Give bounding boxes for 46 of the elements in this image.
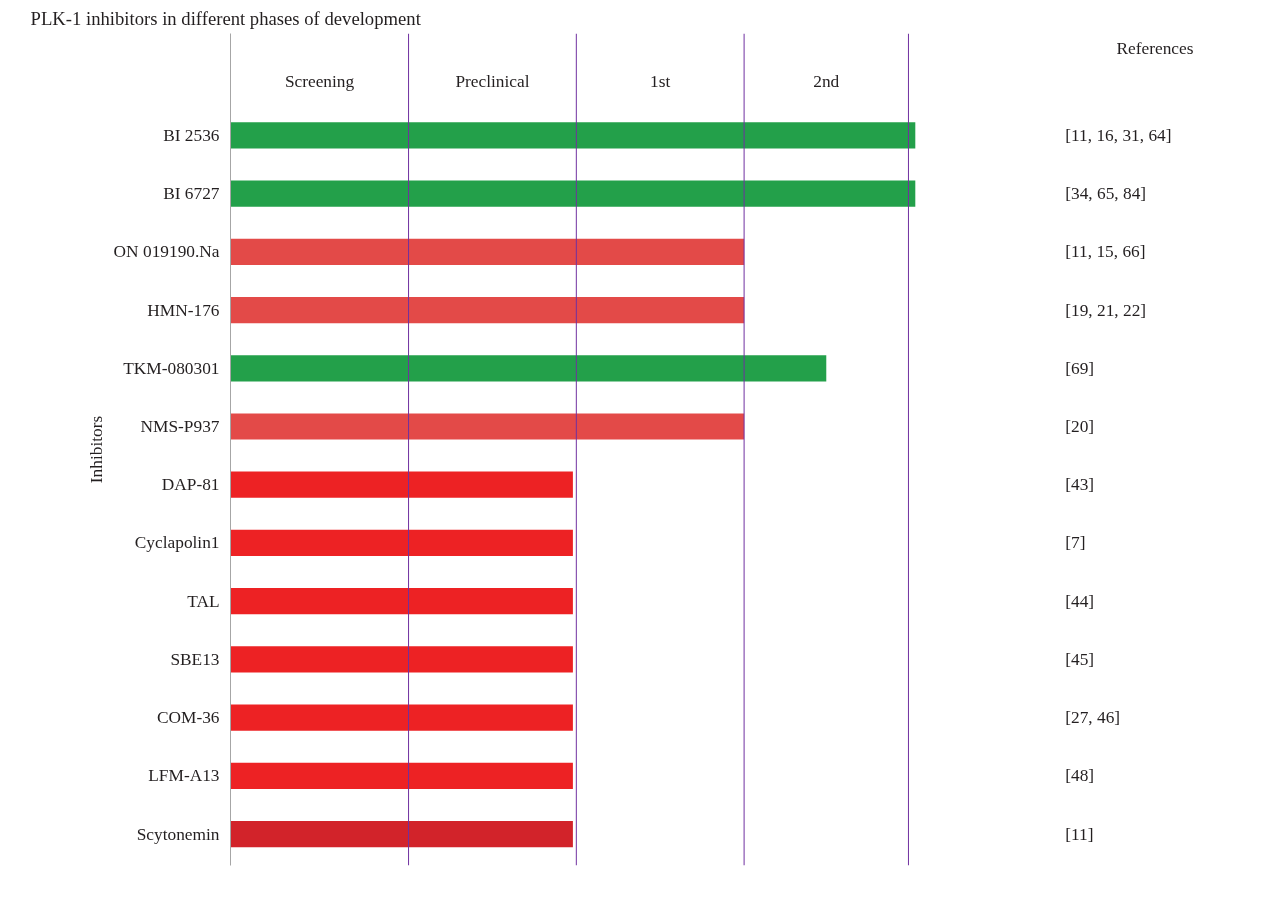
bar <box>230 180 916 207</box>
y-tick-label: COM-36 <box>156 708 220 728</box>
text: [27, 46] <box>1065 708 1121 728</box>
bar <box>230 588 573 615</box>
bar <box>230 122 916 149</box>
y-tick-label: BI 6727 <box>163 184 220 204</box>
text: [7] <box>1065 533 1086 553</box>
text: References <box>1116 38 1194 58</box>
text: [43] <box>1065 475 1095 495</box>
y-tick-label: SBE13 <box>170 649 220 669</box>
y-tick-label: Cyclapolin1 <box>134 533 220 553</box>
text: [45] <box>1065 649 1095 669</box>
y-tick-label: ON 019190.Na <box>113 242 220 262</box>
text: [19, 21, 22] <box>1065 300 1147 320</box>
bar <box>230 238 745 265</box>
text: 2nd <box>813 71 840 91</box>
text: [48] <box>1065 766 1095 786</box>
chart-title: PLK-1 inhibitors in different phases of development <box>30 7 422 29</box>
text: [34, 65, 84] <box>1065 184 1147 204</box>
text: Screening <box>284 71 355 91</box>
text: [20] <box>1065 417 1095 436</box>
text: [44] <box>1065 591 1095 611</box>
y-tick-label: Scytonemin <box>136 824 220 844</box>
bar <box>230 529 573 557</box>
y-axis-title: Inhibitors <box>86 415 106 484</box>
bar <box>230 296 745 324</box>
y-tick-label: TKM-080301 <box>123 358 220 378</box>
y-tick-label: TAL <box>187 591 220 611</box>
y-tick-label: BI 2536 <box>163 125 220 145</box>
y-tick-label: DAP-81 <box>161 475 220 495</box>
bar <box>230 704 573 731</box>
text: Preclinical <box>455 71 530 91</box>
bar <box>230 413 745 440</box>
bar <box>230 646 573 673</box>
text: [11] <box>1065 824 1094 844</box>
text: [69] <box>1065 358 1095 378</box>
text: [11, 16, 31, 64] <box>1065 125 1172 145</box>
bar <box>230 355 827 382</box>
bar <box>230 820 573 848</box>
text: [11, 15, 66] <box>1065 242 1146 262</box>
y-tick-label: NMS-P937 <box>140 417 220 436</box>
text: 1st <box>650 71 671 91</box>
y-tick-label: HMN-176 <box>147 300 220 320</box>
y-tick-label: LFM-A13 <box>148 766 220 786</box>
bar <box>230 471 573 498</box>
bar <box>230 762 573 789</box>
